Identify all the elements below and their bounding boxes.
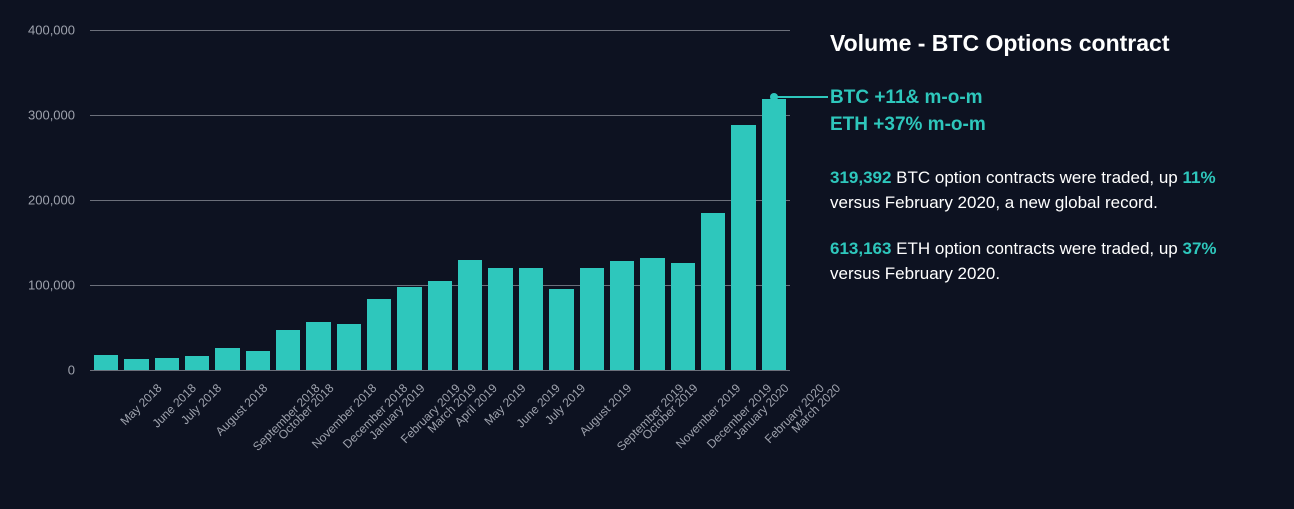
bar xyxy=(215,348,239,370)
bar xyxy=(731,125,755,370)
eth-count: 613,163 xyxy=(830,239,891,258)
bar xyxy=(671,263,695,370)
bars-container xyxy=(90,30,790,370)
bar xyxy=(762,99,786,370)
text: versus February 2020, a new global recor… xyxy=(830,193,1158,212)
y-tick-label: 300,000 xyxy=(5,108,75,123)
chart-panel: 0100,000200,000300,000400,000 May 2018Ju… xyxy=(0,0,820,509)
y-tick-label: 100,000 xyxy=(5,278,75,293)
info-panel: Volume - BTC Options contract BTC +11& m… xyxy=(820,0,1294,509)
paragraph-eth: 613,163 ETH option contracts were traded… xyxy=(830,237,1264,286)
text: versus February 2020. xyxy=(830,264,1000,283)
eth-pct: 37% xyxy=(1183,239,1217,258)
chart-title: Volume - BTC Options contract xyxy=(830,30,1264,57)
bar xyxy=(124,359,148,370)
y-tick-label: 0 xyxy=(5,363,75,378)
highlight-btc: BTC +11& m-o-m xyxy=(830,85,1264,112)
highlight-stats: BTC +11& m-o-m ETH +37% m-o-m xyxy=(830,85,1264,138)
bar xyxy=(640,258,664,370)
bar xyxy=(155,358,179,370)
bar xyxy=(610,261,634,370)
bar xyxy=(397,287,421,370)
root: 0100,000200,000300,000400,000 May 2018Ju… xyxy=(0,0,1294,509)
bar xyxy=(246,351,270,370)
bar xyxy=(701,213,725,370)
gridline xyxy=(90,370,790,371)
highlight-eth: ETH +37% m-o-m xyxy=(830,112,1264,139)
bar xyxy=(337,324,361,370)
bar-chart: 0100,000200,000300,000400,000 xyxy=(90,30,790,370)
callout-line xyxy=(776,96,828,98)
bar xyxy=(367,299,391,370)
y-tick-label: 200,000 xyxy=(5,193,75,208)
text: BTC option contracts were traded, up xyxy=(891,168,1182,187)
y-tick-label: 400,000 xyxy=(5,23,75,38)
bar xyxy=(488,268,512,370)
text: ETH option contracts were traded, up xyxy=(891,239,1182,258)
bar xyxy=(519,268,543,370)
x-axis-labels: May 2018June 2018July 2018August 2018Sep… xyxy=(90,375,790,495)
btc-count: 319,392 xyxy=(830,168,891,187)
paragraph-btc: 319,392 BTC option contracts were traded… xyxy=(830,166,1264,215)
bar xyxy=(185,356,209,370)
bar xyxy=(458,260,482,371)
btc-pct: 11% xyxy=(1183,168,1216,187)
bar xyxy=(306,322,330,370)
bar xyxy=(428,281,452,370)
bar xyxy=(94,355,118,370)
bar xyxy=(276,330,300,370)
bar xyxy=(580,268,604,370)
bar xyxy=(549,289,573,370)
